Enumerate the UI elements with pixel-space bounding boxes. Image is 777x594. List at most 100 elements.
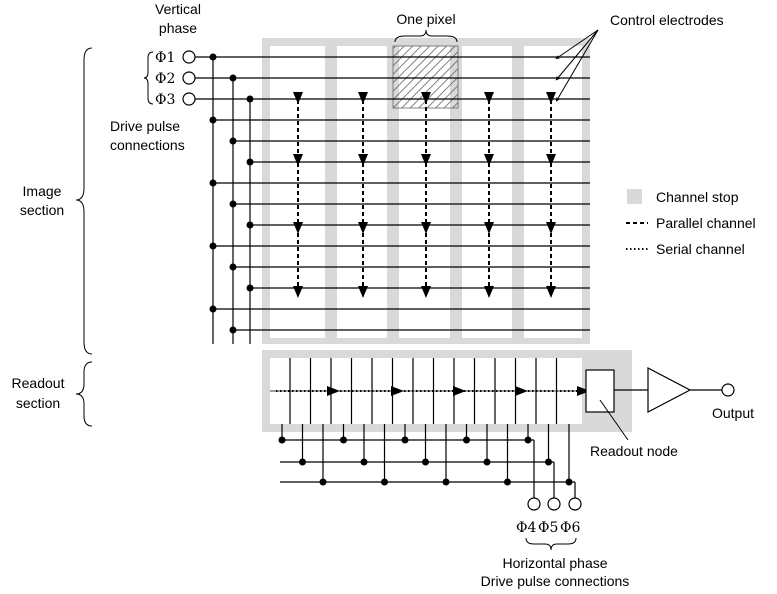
phi3-terminal-icon	[182, 92, 196, 106]
down-arrowhead-icon	[546, 222, 556, 234]
readout-node-pointer	[599, 399, 629, 441]
right-arrowhead-icon	[327, 386, 340, 396]
control-electrodes-pointer	[555, 29, 599, 81]
junction-dot	[278, 436, 286, 444]
junction-dot	[442, 478, 450, 486]
down-arrowhead-icon	[421, 286, 431, 298]
junction-dot	[483, 458, 491, 466]
junction-dot	[209, 179, 217, 187]
control-electrodes-pointer	[555, 29, 599, 102]
down-arrowhead-icon	[546, 92, 556, 104]
readout-section-label: section	[16, 395, 60, 411]
down-arrowhead-icon	[484, 222, 494, 234]
legend: Channel stop Parallel channel Serial cha…	[626, 189, 756, 257]
junction-dot	[524, 436, 532, 444]
output-label: Output	[712, 405, 754, 421]
down-arrowhead-icon	[421, 92, 431, 104]
junction-dot	[246, 158, 254, 166]
control-electrodes-label: Control electrodes	[610, 12, 724, 28]
junction-dot	[463, 436, 470, 444]
down-arrowhead-icon	[293, 286, 303, 298]
junction-dot	[229, 263, 237, 271]
horizontal-phase-brace-icon	[525, 537, 577, 551]
down-arrowhead-icon	[358, 286, 368, 298]
image-section-label: Image	[23, 183, 62, 199]
parallel-channel-arrows	[293, 92, 556, 298]
phi1-label: Φ1	[155, 50, 175, 66]
junction-dot	[229, 200, 237, 208]
down-arrowhead-icon	[484, 286, 494, 298]
phi3-label: Φ3	[155, 92, 175, 108]
down-arrowhead-icon	[421, 222, 431, 234]
output-amplifier	[614, 367, 735, 413]
down-arrowhead-icon	[293, 92, 303, 104]
right-arrowhead-icon	[515, 386, 528, 396]
down-arrowhead-icon	[546, 286, 556, 298]
junction-dot	[381, 478, 388, 486]
phi2-terminal-icon	[182, 71, 196, 85]
phi5-terminal-icon	[547, 497, 561, 511]
phi4-terminal-icon	[527, 497, 541, 511]
junction-dot	[545, 458, 552, 466]
junction-dot	[229, 137, 237, 145]
vertical-drive-wiring	[182, 50, 262, 344]
channel-stop-column	[450, 46, 462, 338]
drive-pulse-label: connections	[110, 137, 185, 153]
readout-cells	[270, 358, 582, 424]
amplifier-triangle-icon	[647, 367, 692, 413]
junction-dot	[340, 436, 347, 444]
legend-channel-stop-swatch	[627, 189, 642, 204]
legend-parallel-channel-label: Parallel channel	[656, 215, 756, 231]
vertical-phase-label: phase	[159, 20, 197, 36]
one-pixel-brace-icon	[394, 29, 458, 43]
readout-node-label: Readout node	[590, 443, 678, 459]
annotation-lines	[75, 29, 629, 551]
legend-serial-channel-label: Serial channel	[656, 241, 745, 257]
down-arrowhead-icon	[358, 92, 368, 104]
output-terminal-icon	[721, 383, 735, 397]
right-arrowhead-icon	[391, 386, 404, 396]
phi4-label: Φ4	[516, 520, 536, 536]
readout-section-brace-icon	[75, 361, 93, 427]
down-arrowhead-icon	[358, 154, 368, 166]
image-section-label: section	[20, 202, 64, 218]
right-arrowhead-icon	[453, 386, 466, 396]
text-labels: Vertical phase One pixel Control electro…	[12, 1, 755, 589]
horizontal-drive-wiring	[278, 424, 582, 511]
junction-dot	[209, 242, 217, 250]
readout-section	[262, 350, 632, 432]
junction-dot	[229, 326, 237, 334]
junction-dot	[319, 478, 327, 486]
down-arrowhead-icon	[484, 92, 494, 104]
readout-section-label: Readout	[12, 375, 65, 391]
channel-stop-column	[387, 46, 399, 338]
junction-dot	[246, 284, 254, 292]
down-arrowhead-icon	[421, 154, 431, 166]
image-section	[262, 38, 590, 344]
down-arrowhead-icon	[484, 154, 494, 166]
junction-dot	[209, 305, 217, 313]
junction-dot	[565, 478, 573, 486]
junction-dot	[360, 458, 368, 466]
readout-node-box	[585, 369, 615, 413]
junction-dot	[504, 478, 511, 486]
down-arrowhead-icon	[358, 222, 368, 234]
image-section-brace-icon	[75, 47, 93, 355]
horizontal-phase-label: Drive pulse connections	[481, 573, 630, 589]
phi1-terminal-icon	[182, 50, 196, 64]
phi6-terminal-icon	[568, 497, 582, 511]
down-arrowhead-icon	[293, 154, 303, 166]
junction-dot	[299, 458, 306, 466]
one-pixel-label: One pixel	[396, 11, 455, 27]
serial-channel-arrows	[276, 386, 590, 396]
vertical-phase-label: Vertical	[155, 1, 201, 17]
drive-pulse-label: Drive pulse	[110, 118, 180, 134]
right-arrowhead-icon	[577, 386, 590, 396]
control-electrodes	[262, 56, 590, 331]
junction-dot	[422, 458, 429, 466]
down-arrowhead-icon	[293, 222, 303, 234]
channel-stop-column	[512, 46, 524, 338]
control-electrodes-pointer	[555, 29, 599, 60]
down-arrowhead-icon	[546, 154, 556, 166]
